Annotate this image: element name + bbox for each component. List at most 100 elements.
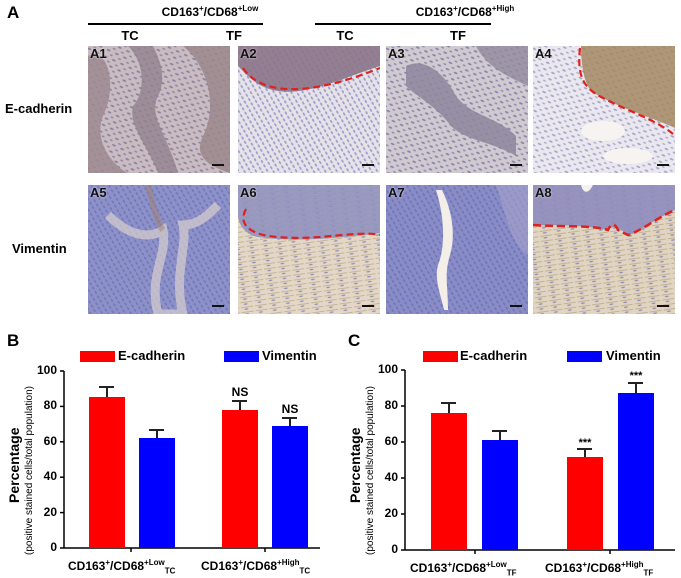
sup: +Low: [144, 558, 165, 567]
tile-label: A5: [90, 185, 107, 200]
tile-label: A8: [535, 185, 552, 200]
column-label-tf-high: TF: [450, 28, 466, 43]
legend-label-vimentin: Vimentin: [606, 348, 661, 363]
bar-ecadherin-high-tc: [222, 410, 258, 548]
micrograph-a1: A1: [88, 46, 230, 173]
tissue-image: [88, 185, 230, 314]
y-tick: 40: [43, 469, 57, 483]
error-bar-cap: [232, 400, 247, 402]
x-category-high-tf: CD163+/CD68+HighTF: [545, 560, 653, 577]
error-bar: [499, 430, 501, 440]
group-title-text: /CD68: [203, 5, 238, 19]
significance-label: NS: [231, 385, 249, 399]
bar-ecadherin-low-tc: [89, 397, 125, 548]
y-tick: 20: [384, 506, 398, 520]
y-tick: 40: [384, 470, 398, 484]
tissue-image: [238, 185, 380, 314]
legend-label-vimentin: Vimentin: [262, 348, 317, 363]
tissue-image: [386, 46, 528, 173]
x-cat-text: CD163: [201, 559, 239, 573]
row-label-vimentin: Vimentin: [12, 241, 67, 256]
scale-bar: [212, 164, 224, 166]
sup: +: [582, 560, 588, 569]
y-tick: 100: [377, 362, 398, 376]
significance-label: ***: [629, 370, 643, 382]
x-category-low-tf: CD163+/CD68+LowTF: [410, 560, 517, 577]
error-bar-cap: [99, 386, 114, 388]
tissue-image: [238, 46, 380, 173]
tissue-image: [533, 46, 675, 173]
y-tick: 20: [43, 505, 57, 519]
y-tick: 60: [384, 434, 398, 448]
legend-swatch-vimentin: [224, 351, 259, 362]
column-label-tf-low: TF: [226, 28, 242, 43]
legend-label-ecadherin: E-cadherin: [460, 348, 528, 363]
sub: TF: [643, 568, 654, 578]
error-bar: [635, 382, 637, 393]
x-category-low-tc: CD163+/CD68+LowTC: [68, 558, 175, 575]
x-cat-text: CD163: [68, 559, 106, 573]
error-bar: [448, 402, 450, 413]
y-tick: 100: [36, 363, 57, 377]
panel-a-letter: A: [7, 3, 20, 22]
scale-bar: [657, 164, 669, 166]
sup: +Low: [237, 4, 259, 13]
significance-label: NS: [281, 402, 299, 416]
sup: +: [447, 560, 453, 569]
tissue-image: [88, 46, 230, 173]
bar-vimentin-low-tf: [482, 440, 518, 550]
sup: +Low: [486, 560, 507, 569]
micrograph-a7: A7: [386, 185, 528, 314]
sup: +: [199, 4, 204, 13]
micrograph-a6: A6: [238, 185, 380, 314]
group-divider-low: [88, 23, 263, 25]
panel-b-letter: B: [7, 331, 20, 350]
tile-label: A3: [388, 46, 405, 61]
legend-swatch-ecadherin: [423, 351, 458, 362]
panel-c-letter: C: [348, 331, 361, 350]
x-cat-text: CD163: [545, 561, 583, 575]
legend-label-ecadherin: E-cadherin: [118, 348, 186, 363]
error-bar: [584, 448, 586, 457]
row-label-ecadherin: E-cadherin: [5, 101, 73, 116]
error-bar-cap: [628, 382, 643, 384]
micrograph-a3: A3: [386, 46, 528, 173]
bar-ecadherin-low-tf: [431, 413, 467, 550]
column-label-tc-low: TC: [121, 28, 139, 43]
y-tick: 0: [50, 540, 57, 554]
error-bar: [156, 429, 158, 438]
column-label-tc-high: TC: [336, 28, 354, 43]
bar-vimentin-low-tc: [139, 438, 175, 548]
sup: +: [238, 558, 244, 567]
x-cat-text: /CD68: [110, 559, 145, 573]
error-bar-cap: [149, 429, 164, 431]
scale-bar: [510, 164, 522, 166]
scale-bar: [510, 305, 522, 307]
error-bar-cap: [282, 417, 297, 419]
micrograph-a2: A2: [238, 46, 380, 173]
error-bar-cap: [577, 448, 592, 450]
y-tick: 60: [43, 434, 57, 448]
tile-label: A1: [90, 46, 107, 61]
group-title-text: CD163: [415, 5, 454, 19]
tile-label: A4: [535, 46, 552, 61]
sub: TF: [506, 568, 517, 578]
y-tick: 80: [43, 398, 57, 412]
x-cat-text: CD163: [410, 561, 448, 575]
y-tick: 0: [391, 542, 398, 556]
tile-label: A6: [240, 185, 257, 200]
tissue-image: [386, 185, 528, 314]
group-divider-high: [315, 23, 491, 25]
sup: +High: [621, 560, 644, 569]
scale-bar: [362, 305, 374, 307]
micrograph-a5: A5: [88, 185, 230, 314]
sup: +: [105, 558, 111, 567]
sup: +High: [277, 558, 300, 567]
error-bar: [106, 386, 108, 397]
bar-vimentin-high-tc: [272, 426, 308, 548]
significance-label: ***: [578, 437, 592, 449]
error-bar-cap: [492, 430, 507, 432]
y-tick: 80: [384, 398, 398, 412]
sup: +High: [491, 4, 515, 13]
